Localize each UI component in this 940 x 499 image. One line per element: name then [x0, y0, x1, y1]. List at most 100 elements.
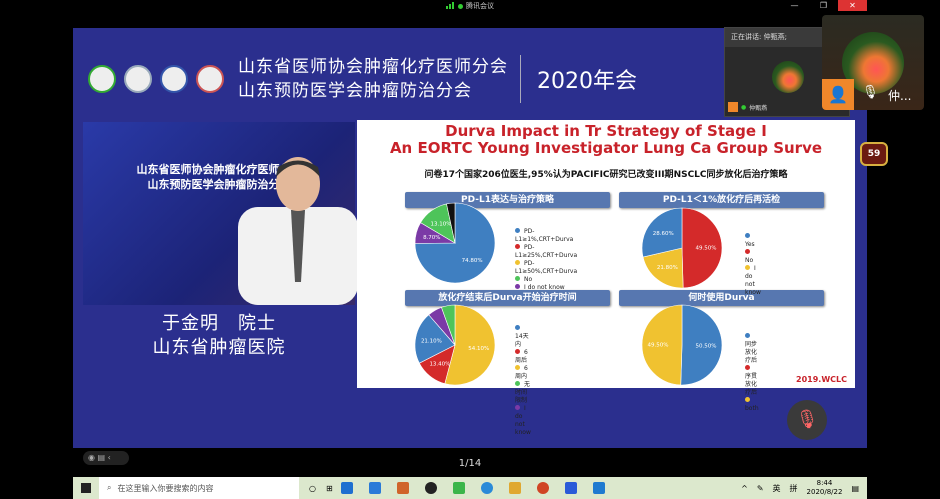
search-placeholder: 在这里输入你要搜索的内容: [117, 483, 214, 493]
wechat-icon[interactable]: [452, 482, 465, 494]
legend-item: No: [745, 249, 761, 265]
legend-label: 无时间限制: [515, 381, 531, 404]
speaker-figure: [238, 157, 358, 305]
start-icon[interactable]: [81, 483, 91, 493]
legend-item: 无时间限制: [515, 381, 531, 405]
task-view-icon[interactable]: ⊞: [325, 483, 333, 493]
tray-chevron-icon[interactable]: ^: [741, 483, 748, 493]
chart-4-legend: 同步放化疗后序贯放化疗后 both: [745, 333, 759, 413]
ime-mode-icon[interactable]: 拼: [789, 483, 798, 493]
game-icon[interactable]: [396, 482, 409, 494]
mic-icon[interactable]: 🎙: [862, 85, 879, 100]
powerpoint-icon[interactable]: [536, 482, 549, 494]
taskbar-search[interactable]: ⌕ 在这里输入你要搜索的内容: [99, 477, 299, 499]
legend-item: I do not know: [515, 284, 577, 292]
legend-swatch: [745, 397, 750, 402]
legend-swatch: [515, 244, 520, 249]
legend-label: PD-L1≥50%,CRT+Durva: [515, 260, 578, 275]
legend-item: PD-L1≥25%,CRT+Durva: [515, 244, 577, 260]
legend-swatch: [515, 284, 520, 289]
pie-3-slice-3: [414, 314, 456, 364]
mail-icon[interactable]: [368, 482, 381, 494]
logo-1: [88, 65, 116, 93]
legend-item: Yes: [745, 233, 761, 249]
annotation-icon[interactable]: ◉ ▤ ‹: [88, 453, 111, 462]
pie-1-data-label: 8.70%: [423, 235, 440, 241]
pie-2-slice-2: [642, 247, 684, 289]
legend-item: No: [515, 276, 577, 284]
pie-3-slice-1: [444, 304, 496, 386]
legend-swatch: [745, 265, 750, 270]
self-video-tile[interactable]: 👤 🎙 仲...: [822, 15, 924, 110]
pie-3-data-label: 21.10%: [421, 338, 442, 344]
browser-icon[interactable]: [480, 482, 493, 494]
legend-item: 序贯放化疗后: [745, 365, 759, 397]
speaker-org: 山东省肿瘤医院: [152, 337, 286, 358]
pie-2-data-label: 28.60%: [653, 231, 674, 237]
pie-3-data-label: 13.40%: [429, 362, 450, 368]
pen-icon[interactable]: ✎: [756, 483, 764, 493]
folder-icon[interactable]: [508, 482, 521, 494]
legend-swatch: [745, 249, 750, 254]
person-icon: 👤: [822, 79, 854, 110]
chart-2-title: PD-L1＜1%放化疗后再活检: [619, 192, 824, 208]
app-title: 腾讯会议: [446, 0, 494, 12]
presentation-controls[interactable]: ◉ ▤ ‹: [83, 451, 129, 465]
restore-button[interactable]: ❐: [819, 1, 828, 10]
legend-swatch: [515, 365, 520, 370]
pie-2-data-label: 49.50%: [696, 246, 717, 252]
legend-swatch: [515, 260, 520, 265]
taskbar: ⌕ 在这里输入你要搜索的内容 ○ ⊞ ^ ✎ 英 拼 8:44 2020/8/22 …: [73, 477, 867, 499]
person-icon: [728, 102, 738, 112]
logo-2: [124, 65, 152, 93]
tencent-meeting-icon[interactable]: [592, 482, 605, 494]
close-button[interactable]: ✕: [838, 0, 867, 11]
pie-4-data-label: 50.50%: [696, 343, 717, 349]
pie-4-data-label: 49.50%: [648, 343, 669, 349]
legend-label: 6周后: [515, 349, 528, 364]
self-name: 仲...: [888, 89, 912, 103]
pie-1-slice-6: [446, 202, 456, 244]
chart-3-title: 放化疗结束后Durva开始治疗时间: [405, 290, 610, 306]
banner-line-2: 山东预防医学会肿瘤防治分会: [238, 81, 472, 101]
timer-badge: 59: [860, 142, 888, 166]
speaking-header: 正在讲话: 仲甄燕;: [725, 28, 849, 47]
page-indicator: 1/14: [458, 458, 482, 469]
speaker-avatar: [772, 61, 804, 93]
banner-line-1: 山东省医师协会肿瘤化疗医师分会: [238, 57, 508, 77]
slide-title-2: An EORTC Young Investigator Lung Ca Grou…: [389, 139, 823, 157]
legend-item: both: [745, 397, 759, 413]
edge-icon[interactable]: [340, 482, 353, 494]
pie-1-data-label: 74.80%: [462, 258, 483, 264]
clock-time: 8:44: [816, 479, 833, 487]
legend-swatch: [745, 333, 750, 338]
legend-swatch: [515, 276, 520, 281]
legend-label: I do not know: [524, 284, 565, 291]
legend-item: PD-L1≥1%,CRT+Durva: [515, 228, 577, 244]
notification-icon[interactable]: ▤: [851, 483, 859, 493]
qq-icon[interactable]: [424, 482, 437, 494]
legend-swatch: [515, 325, 520, 330]
logo-4: [196, 65, 224, 93]
pie-3-slice-5: [441, 304, 456, 346]
speaker-name: 于金明 院士: [162, 313, 276, 334]
app-icon[interactable]: [564, 482, 577, 494]
legend-swatch: [515, 349, 520, 354]
chart-4-title: 何时使用Durva: [619, 290, 824, 306]
legend-swatch: [745, 365, 750, 370]
video-bg-line-2: 山东预防医学会肿瘤防治分会: [147, 178, 291, 191]
legend-item: 同步放化疗后: [745, 333, 759, 365]
legend-item: 14天内: [515, 325, 531, 349]
speaker-video: 山东省医师协会肿瘤化疗医师分会 山东预防医学会肿瘤防治分会: [83, 122, 358, 305]
cortana-icon[interactable]: ○: [309, 483, 316, 493]
clock[interactable]: 8:44 2020/8/22: [807, 479, 843, 497]
legend-label: 序贯放化疗后: [745, 373, 758, 396]
ime-indicator[interactable]: 英: [772, 483, 781, 493]
pie-2-data-label: 21.80%: [657, 265, 678, 271]
banner-year: 2020年会: [537, 69, 637, 94]
speaker-label: 仲甄燕: [749, 104, 768, 112]
legend-item: I do not know: [745, 265, 761, 297]
mic-off-button[interactable]: 🎙: [787, 400, 827, 440]
legend-label: PD-L1≥1%,CRT+Durva: [515, 228, 574, 243]
minimize-button[interactable]: —: [790, 1, 799, 10]
